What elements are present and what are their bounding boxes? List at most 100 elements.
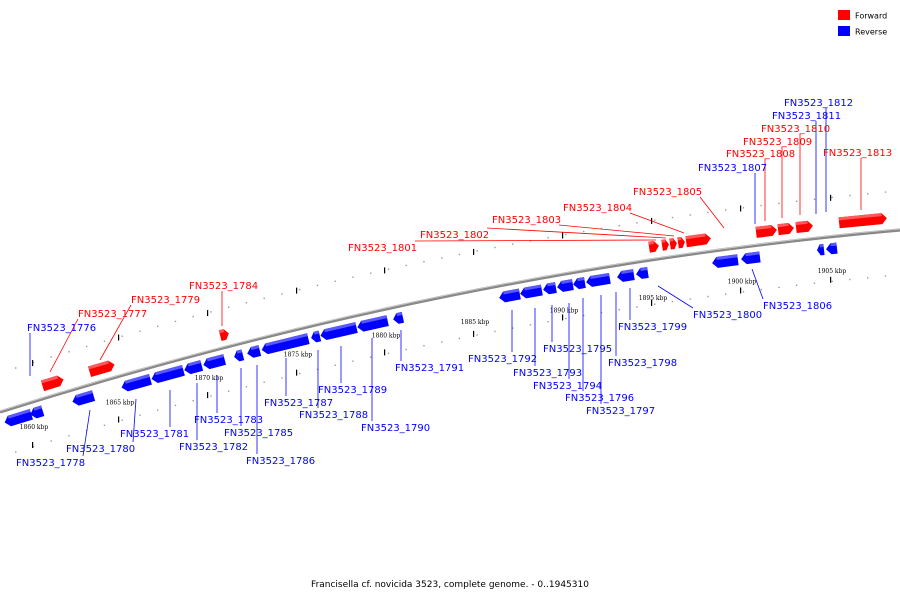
minor-tick-lower: [210, 395, 212, 397]
gene-arrow-fn3523-1795[interactable]: [542, 282, 557, 295]
gene-arrow-fn3523-1791[interactable]: [356, 315, 389, 332]
major-tick-upper: [562, 232, 564, 239]
gene-label-fn3523-1803[interactable]: FN3523_1803: [492, 215, 561, 226]
gene-arrow-fn3523-1784[interactable]: [218, 328, 230, 341]
leader-lines: [29, 108, 862, 457]
gene-arrow-fn3523-1779[interactable]: [87, 359, 116, 378]
gene-label-fn3523-1786[interactable]: FN3523_1786: [246, 456, 315, 467]
gene-arrow-fn3523-1776[interactable]: [3, 408, 34, 428]
gene-arrow-fn3523-1793[interactable]: [498, 288, 521, 304]
gene-label-fn3523-1798[interactable]: FN3523_1798: [608, 358, 677, 369]
gene-label-fn3523-1796[interactable]: FN3523_1796: [565, 393, 634, 404]
gene-arrow-fn3523-1789[interactable]: [310, 330, 322, 344]
gene-arrow-fn3523-1801[interactable]: [648, 240, 660, 253]
minor-tick-lower: [742, 291, 745, 293]
gene-label-fn3523-1813[interactable]: FN3523_1813: [823, 148, 892, 159]
gene-arrow-highlight: [716, 254, 738, 260]
gene-arrow-fn3523-1788[interactable]: [260, 333, 310, 355]
leader-line: [629, 212, 685, 234]
gene-arrow-fn3523-1777[interactable]: [40, 374, 65, 392]
gene-arrow-fn3523-1794[interactable]: [519, 284, 543, 300]
gene-arrow-fn3523-1796[interactable]: [556, 279, 574, 293]
gene-label-fn3523-1789[interactable]: FN3523_1789: [318, 385, 387, 396]
gene-arrow-fn3523-1783[interactable]: [183, 360, 204, 375]
leader-line: [486, 227, 667, 239]
gene-arrow-fn3523-1799[interactable]: [616, 269, 635, 283]
gene-arrow-highlight: [396, 311, 403, 317]
gene-label-fn3523-1810[interactable]: FN3523_1810: [761, 124, 830, 135]
gene-arrow-fn3523-1803[interactable]: [669, 238, 678, 250]
gene-label-fn3523-1779[interactable]: FN3523_1779: [131, 295, 200, 306]
gene-label-fn3523-1804[interactable]: FN3523_1804: [563, 203, 632, 214]
gene-arrow-fn3523-1812[interactable]: [825, 242, 838, 255]
gene-arrow-highlight: [830, 242, 837, 247]
gene-label-fn3523-1780[interactable]: FN3523_1780: [66, 444, 135, 455]
gene-arrow-fn3523-1809[interactable]: [777, 222, 794, 236]
gene-label-fn3523-1787[interactable]: FN3523_1787: [264, 398, 333, 409]
gene-arrow-fn3523-1811[interactable]: [816, 244, 825, 256]
minor-tick-upper: [103, 340, 106, 343]
gene-label-fn3523-1801[interactable]: FN3523_1801: [348, 243, 417, 254]
gene-label-fn3523-1802[interactable]: FN3523_1802: [420, 230, 489, 241]
gene-arrow-fn3523-1792[interactable]: [392, 311, 405, 325]
gene-label-fn3523-1783[interactable]: FN3523_1783: [194, 415, 263, 426]
gene-label-fn3523-1785[interactable]: FN3523_1785: [224, 428, 293, 439]
gene-arrow-fn3523-1804[interactable]: [677, 236, 685, 249]
gene-arrow-fn3523-1778[interactable]: [29, 405, 45, 419]
minor-tick-upper: [316, 284, 319, 287]
gene-arrow-fn3523-1807[interactable]: [740, 251, 761, 265]
gene-label-fn3523-1797[interactable]: FN3523_1797: [586, 406, 655, 417]
gene-label-fn3523-1806[interactable]: FN3523_1806: [763, 301, 832, 312]
minor-tick-upper: [884, 191, 887, 193]
gene-label-fn3523-1805[interactable]: FN3523_1805: [633, 187, 702, 198]
gene-label-fn3523-1778[interactable]: FN3523_1778: [16, 458, 85, 469]
gene-label-fn3523-1791[interactable]: FN3523_1791: [395, 363, 464, 374]
minor-tick-lower: [654, 303, 656, 305]
kbp-tick-label: 1900 kbp: [728, 278, 757, 285]
gene-label-fn3523-1799[interactable]: FN3523_1799: [618, 322, 687, 333]
minor-tick-lower: [228, 390, 230, 392]
gene-arrow-fn3523-1800[interactable]: [635, 266, 649, 280]
gene-arrow-fn3523-1780[interactable]: [71, 390, 96, 407]
gene-arrow-fn3523-1806[interactable]: [711, 254, 739, 268]
minor-tick-upper: [849, 194, 851, 197]
gene-arrow-fn3523-1802[interactable]: [661, 239, 670, 251]
major-tick-upper: [207, 310, 209, 317]
gene-label-fn3523-1781[interactable]: FN3523_1781: [120, 429, 189, 440]
minor-tick-upper: [228, 306, 230, 308]
gene-label-fn3523-1811[interactable]: FN3523_1811: [772, 111, 841, 122]
gene-arrow-fn3523-1782[interactable]: [150, 365, 185, 384]
gene-label-fn3523-1794[interactable]: FN3523_1794: [533, 381, 602, 392]
gene-arrow-fn3523-1786[interactable]: [233, 349, 245, 362]
minor-tick-lower: [405, 348, 407, 351]
gene-arrow-fn3523-1808[interactable]: [755, 224, 777, 238]
major-tick-upper: [740, 205, 742, 212]
gene-arrow-fn3523-1813[interactable]: [838, 213, 888, 229]
gene-arrow-fn3523-1787[interactable]: [246, 345, 262, 359]
gene-label-fn3523-1790[interactable]: FN3523_1790: [361, 423, 430, 434]
gene-label-fn3523-1782[interactable]: FN3523_1782: [179, 442, 248, 453]
gene-arrow-fn3523-1810[interactable]: [795, 220, 813, 234]
gene-label-fn3523-1792[interactable]: FN3523_1792: [468, 354, 537, 365]
gene-arrow-fn3523-1785[interactable]: [202, 354, 227, 370]
gene-label-fn3523-1795[interactable]: FN3523_1795: [543, 344, 612, 355]
minor-tick-lower: [529, 324, 532, 326]
minor-tick-upper: [245, 302, 248, 304]
gene-label-fn3523-1793[interactable]: FN3523_1793: [513, 368, 582, 379]
gene-label-fn3523-1776[interactable]: FN3523_1776: [27, 323, 96, 334]
gene-label-fn3523-1809[interactable]: FN3523_1809: [743, 137, 812, 148]
gene-label-fn3523-1788[interactable]: FN3523_1788: [299, 410, 368, 421]
gene-arrow-fn3523-1805[interactable]: [685, 233, 711, 248]
gene-label-fn3523-1812[interactable]: FN3523_1812: [784, 98, 853, 109]
minor-tick-upper: [867, 193, 869, 195]
gene-arrow-fn3523-1797[interactable]: [572, 277, 586, 290]
gene-arrow-fn3523-1798[interactable]: [585, 272, 611, 288]
gene-label-fn3523-1808[interactable]: FN3523_1808: [726, 149, 795, 160]
gene-label-fn3523-1800[interactable]: FN3523_1800: [693, 310, 762, 321]
gene-arrow-highlight: [777, 222, 789, 228]
gene-arrow-fn3523-1790[interactable]: [319, 322, 358, 341]
gene-arrow-fn3523-1781[interactable]: [120, 374, 152, 393]
gene-label-fn3523-1777[interactable]: FN3523_1777: [78, 309, 147, 320]
gene-label-fn3523-1784[interactable]: FN3523_1784: [189, 281, 258, 292]
gene-label-fn3523-1807[interactable]: FN3523_1807: [698, 163, 767, 174]
